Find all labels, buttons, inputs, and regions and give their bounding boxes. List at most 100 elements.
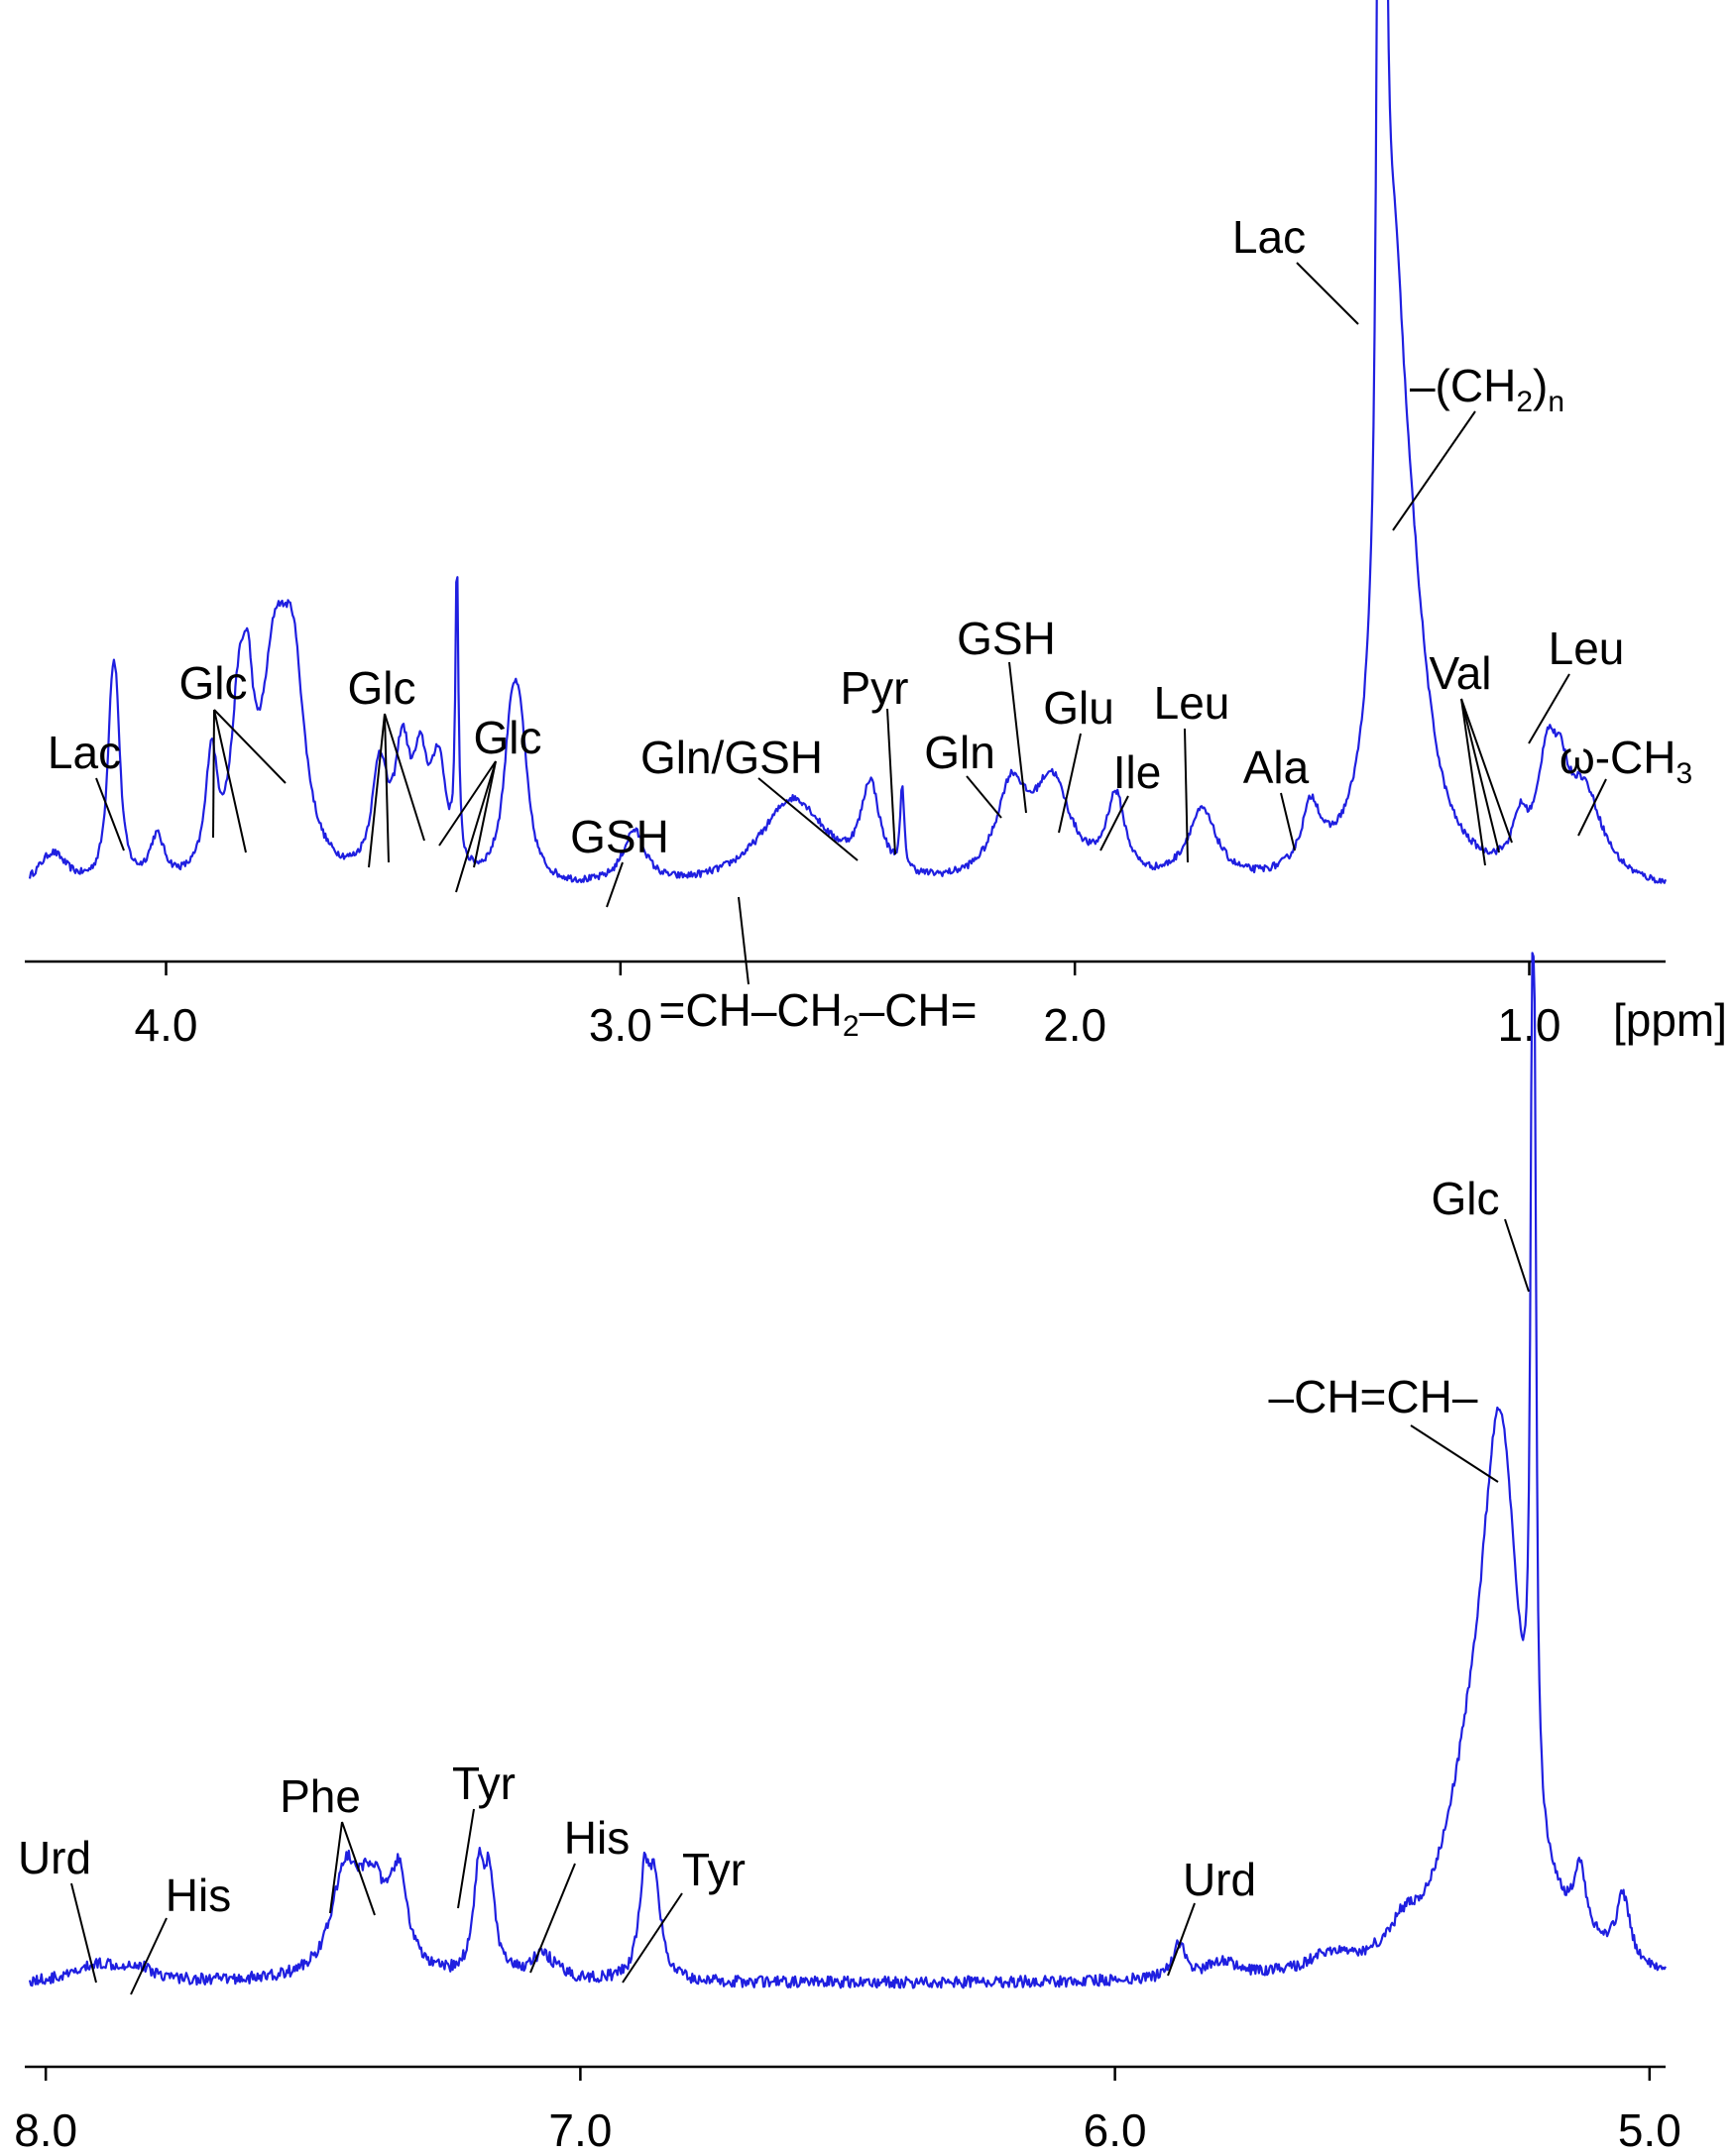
- pyr-label: Pyr: [841, 662, 909, 714]
- annotation-text: Glc: [1432, 1173, 1500, 1224]
- lac-label-left: Lac: [48, 727, 121, 778]
- leader-line: [622, 1892, 683, 1984]
- annotation-subscript: 2: [843, 1010, 860, 1043]
- leader-line: [329, 1821, 343, 1914]
- leader-line: [384, 713, 425, 842]
- leu-label-2: Leu: [1549, 623, 1625, 674]
- annotation-text: Urd: [1183, 1854, 1256, 1905]
- annotation-text: His: [564, 1812, 630, 1864]
- annotation-text: Lac: [1232, 211, 1306, 263]
- ala-label: Ala: [1243, 741, 1310, 793]
- leader-line: [757, 777, 859, 861]
- gsh-label-1: GSH: [570, 811, 669, 862]
- annotation-subscript: 3: [1676, 757, 1693, 790]
- panel-aliphatic: 4.0 3.0 2.0 1.0 [ppm] Lac Glc Glc Glc GSH Gln/GSH P…: [25, 0, 1727, 1051]
- annotation-text: Lac: [48, 727, 121, 778]
- annotation-text: GSH: [957, 613, 1056, 664]
- leader-line: [438, 760, 497, 847]
- annotation-text: Ala: [1243, 741, 1310, 793]
- leader-line: [1460, 698, 1486, 866]
- glc-label-2: Glc: [348, 662, 416, 714]
- annotation-text: Glu: [1043, 682, 1114, 734]
- x-tick-label: 3.0: [589, 999, 652, 1051]
- x-tick-label: 8.0: [14, 2104, 77, 2156]
- urd-label-1: Urd: [18, 1832, 91, 1883]
- leader-line: [213, 709, 247, 853]
- annotation-text: ω-CH: [1559, 732, 1676, 783]
- leader-line: [1296, 262, 1359, 325]
- leader-line: [606, 861, 624, 908]
- leu-label-1: Leu: [1154, 677, 1230, 729]
- tyr-label-1: Tyr: [452, 1758, 516, 1809]
- leader-line: [1167, 1902, 1196, 1977]
- x-tick-label: 4.0: [135, 999, 198, 1051]
- his-label-1: His: [166, 1870, 231, 1921]
- leader-line: [1280, 792, 1296, 851]
- leader-line: [966, 775, 1002, 819]
- annotation-text: Tyr: [452, 1758, 516, 1809]
- leader-line: [455, 760, 497, 893]
- annotation-text: Phe: [280, 1770, 361, 1822]
- annotation-text: Glc: [474, 712, 542, 763]
- glc-label-1: Glc: [179, 657, 248, 709]
- ile-label: Ile: [1113, 746, 1162, 798]
- urd-label-2: Urd: [1183, 1854, 1256, 1905]
- annotation-suffix: ): [1533, 360, 1548, 411]
- leader-line: [95, 777, 125, 851]
- leader-line: [212, 709, 215, 839]
- leader-line: [384, 713, 390, 863]
- gln-label: Gln: [924, 727, 995, 778]
- olefinic-label: –CH=CH–: [1269, 1371, 1478, 1422]
- lac-label-main: Lac: [1232, 211, 1306, 263]
- annotation-text: Ile: [1113, 746, 1162, 798]
- annotation-text: Pyr: [841, 662, 909, 714]
- leader-line: [1410, 1424, 1499, 1483]
- annotation-text: Glc: [179, 657, 248, 709]
- annotation-suffix: –CH=: [860, 984, 978, 1036]
- leader-line: [1577, 778, 1607, 837]
- leader-line: [1528, 673, 1570, 744]
- annotation-text: Val: [1429, 647, 1491, 699]
- x-tick-label: 2.0: [1043, 999, 1106, 1051]
- leader-line: [368, 713, 386, 868]
- x-tick-label: 7.0: [548, 2104, 612, 2156]
- annotation-subscript: 2: [1516, 386, 1533, 418]
- leader-line: [473, 760, 497, 868]
- omega-ch3-label: ω-CH3: [1559, 732, 1692, 790]
- x-tick-label: 5.0: [1618, 2104, 1681, 2156]
- annotation-text: His: [166, 1870, 231, 1921]
- leader-line: [529, 1863, 576, 1974]
- leader-line: [738, 896, 750, 985]
- annotation-text: Leu: [1154, 677, 1230, 729]
- glc-label-bottom: Glc: [1432, 1173, 1500, 1224]
- leader-line: [70, 1882, 97, 1984]
- annotation-text: Leu: [1549, 623, 1625, 674]
- x-tick-label: 1.0: [1498, 999, 1561, 1051]
- his-label-2: His: [564, 1812, 630, 1864]
- annotation-text: Gln: [924, 727, 995, 778]
- leader-line: [1184, 728, 1189, 863]
- leader-line: [213, 709, 287, 784]
- ch2n-label: –(CH2)n: [1410, 360, 1564, 418]
- leader-line: [341, 1821, 376, 1916]
- spectrum-line: [28, 0, 1668, 884]
- annotation-text: Tyr: [682, 1844, 746, 1895]
- leader-line: [130, 1917, 168, 1995]
- tyr-label-2: Tyr: [682, 1844, 746, 1895]
- leader-line: [1504, 1218, 1530, 1293]
- annotation-subscript: n: [1548, 386, 1564, 418]
- leader-line: [886, 708, 896, 855]
- leader-line: [1460, 698, 1513, 844]
- x-tick-label: 6.0: [1084, 2104, 1147, 2156]
- gln-gsh-label: Gln/GSH: [640, 732, 823, 783]
- annotation-text: =CH–CH: [659, 984, 843, 1036]
- leader-line: [1099, 795, 1129, 851]
- val-label: Val: [1429, 647, 1491, 699]
- leader-line: [1392, 410, 1476, 531]
- leader-line: [1008, 661, 1027, 814]
- annotation-text: Urd: [18, 1832, 91, 1883]
- leader-line: [1058, 733, 1082, 834]
- leader-line: [1460, 698, 1500, 853]
- panel-aromatic: 8.0 7.0 6.0 5.0 Urd His Phe Tyr His Tyr Urd Glc –CH=…: [14, 952, 1681, 2156]
